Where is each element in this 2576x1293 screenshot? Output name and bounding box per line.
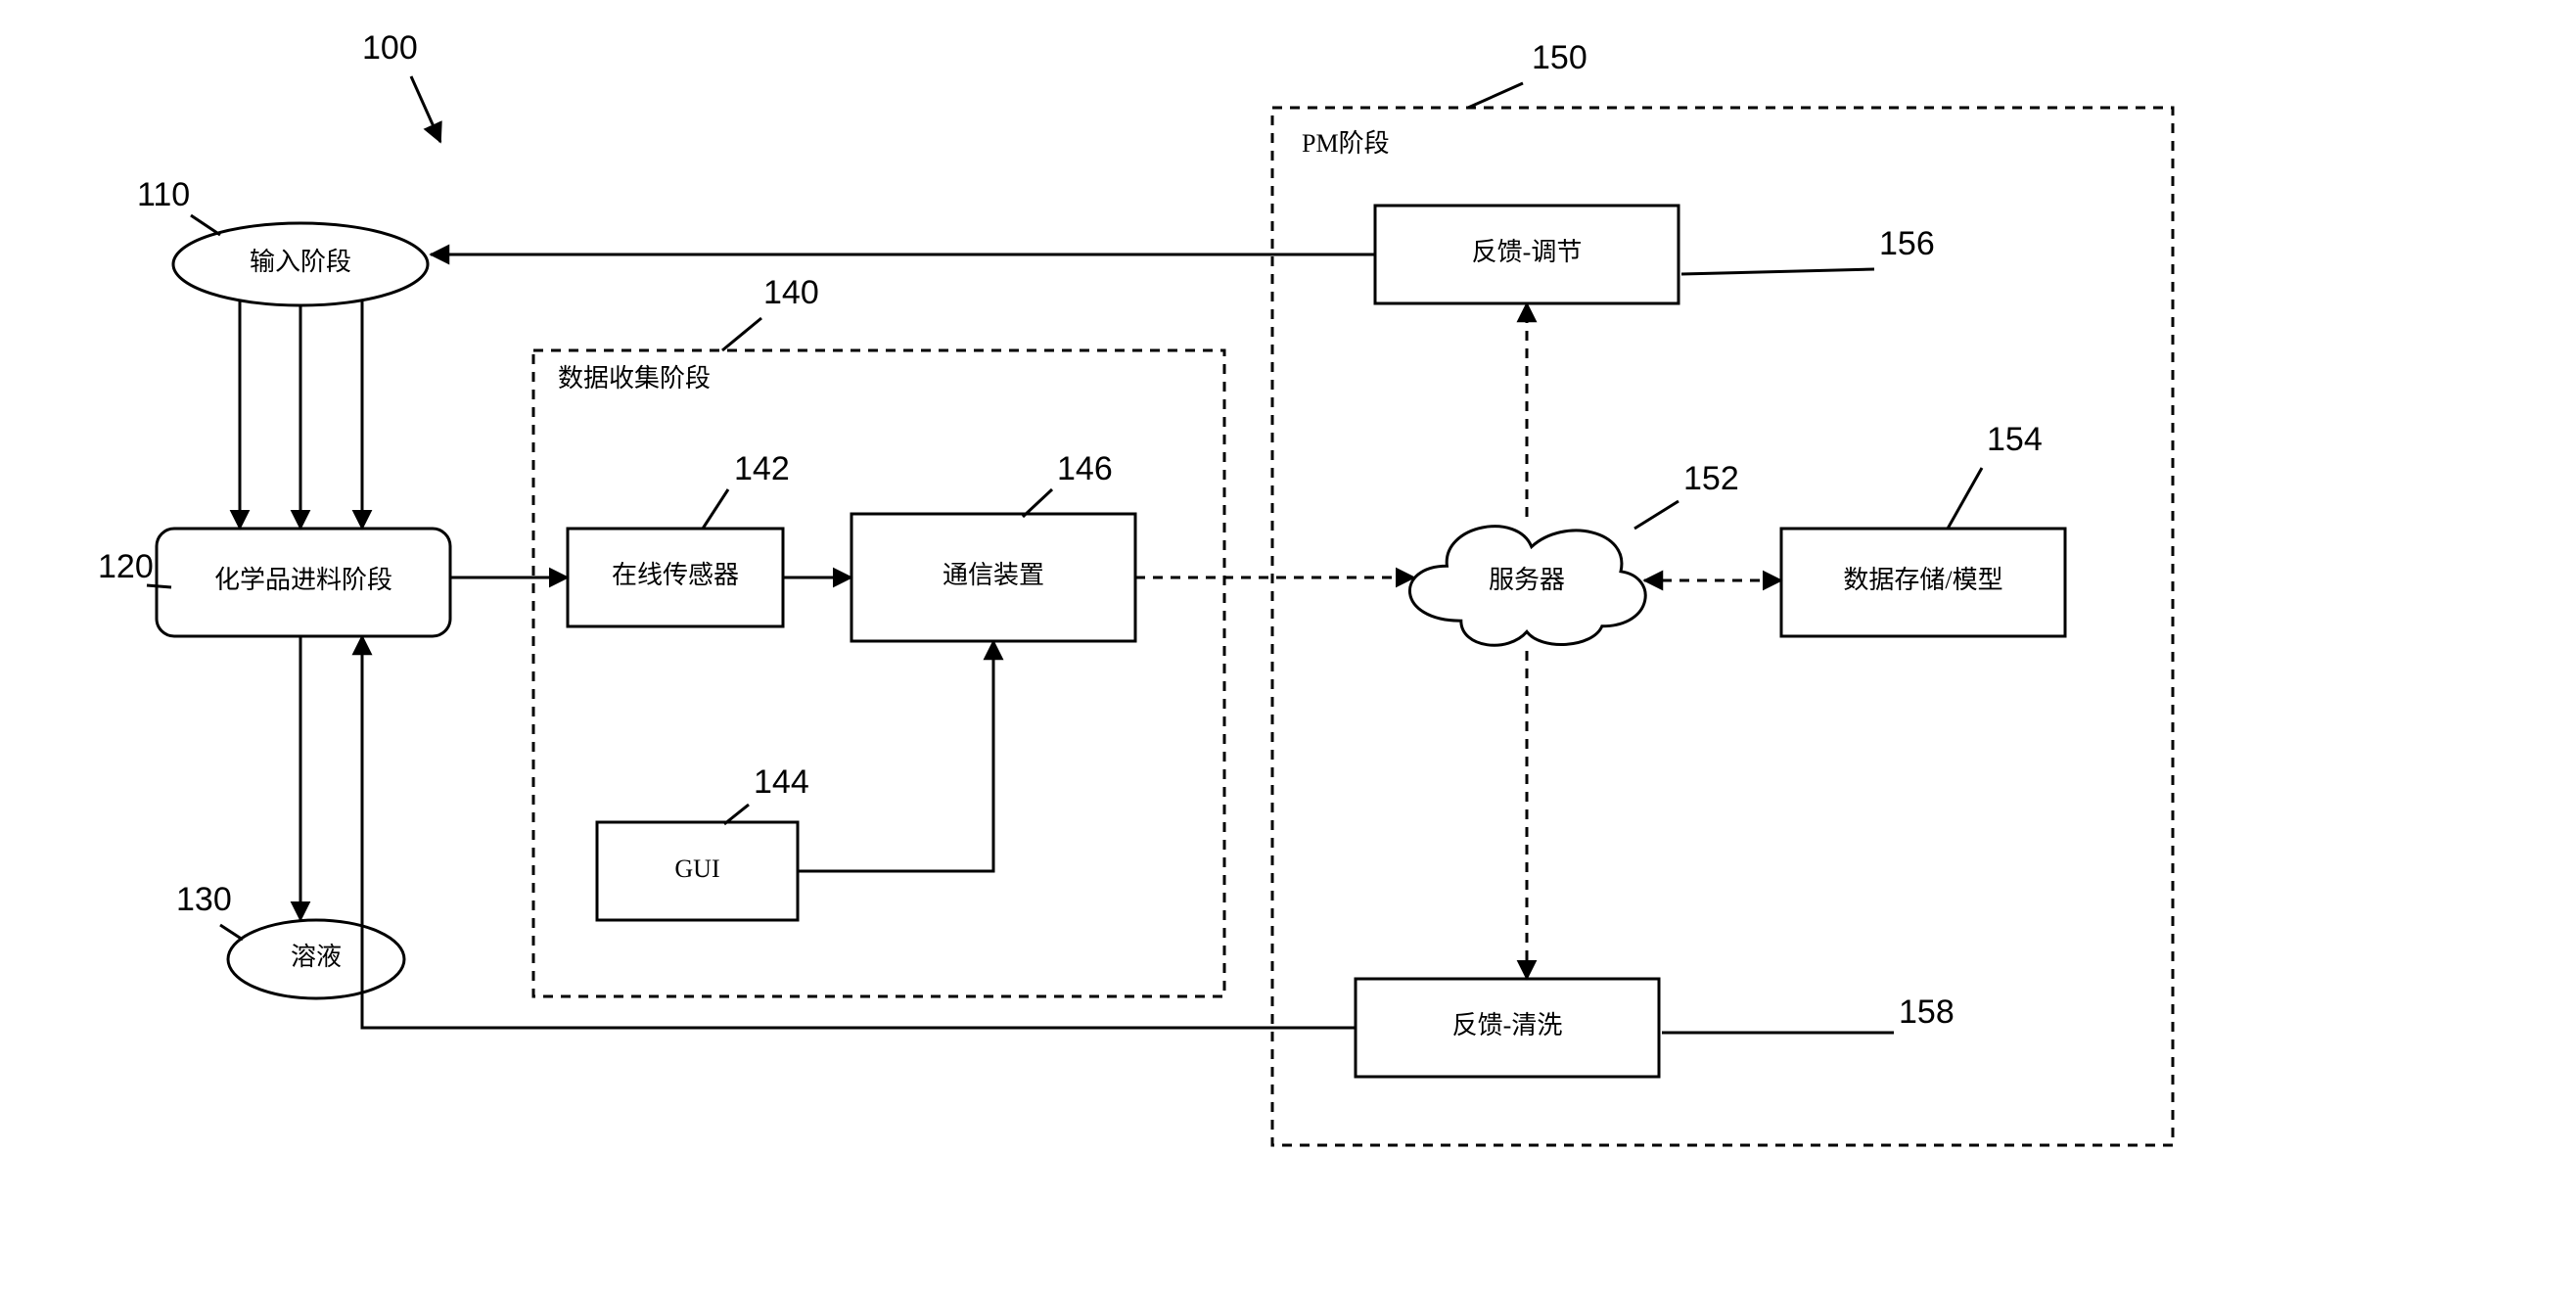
ref-r154: 154 [1987,421,2043,458]
node-n152: 服务器 [1409,527,1645,646]
edge-e158-120 [362,636,1356,1028]
node-label-n156: 反馈-调节 [1472,238,1583,266]
node-n146: 通信装置 [851,514,1135,641]
node-n158: 反馈-清洗 [1356,979,1659,1077]
node-label-n120: 化学品进料阶段 [214,566,392,594]
node-label-n144: GUI [674,854,719,883]
leader-r150 [1468,83,1523,108]
group-title-g140: 数据收集阶段 [558,364,711,393]
group-g150 [1272,108,2173,1145]
node-n120: 化学品进料阶段 [157,529,450,636]
leader-r110 [191,215,220,235]
node-label-n130: 溶液 [291,943,342,971]
ref-r142: 142 [734,450,790,487]
group-title-g150: PM阶段 [1302,129,1390,158]
leader-r142 [703,489,728,529]
leader-r140 [722,318,761,350]
ref-r158: 158 [1899,993,1955,1031]
node-label-n158: 反馈-清洗 [1452,1011,1563,1039]
group-g140 [533,350,1224,996]
ref-r152: 152 [1683,460,1739,497]
ref-r110: 110 [137,176,190,213]
ref-r140: 140 [763,274,819,311]
node-n110: 输入阶段 [173,223,428,305]
ref-r130: 130 [176,881,232,918]
ref-r146: 146 [1057,450,1113,487]
ref-r120: 120 [98,548,154,585]
leader-r156 [1681,269,1874,274]
node-n154: 数据存储/模型 [1781,529,2065,636]
leader-r152 [1634,501,1679,529]
node-n156: 反馈-调节 [1375,206,1679,303]
node-n142: 在线传感器 [568,529,783,626]
ref-r100: 100 [362,29,418,67]
leader-r154 [1948,468,1982,529]
node-label-n110: 输入阶段 [250,248,351,276]
ref-r150: 150 [1532,39,1587,76]
leader-r130 [220,925,243,940]
node-label-n154: 数据存储/模型 [1843,566,2002,594]
node-n130: 溶液 [228,920,404,998]
ref-r144: 144 [754,763,809,801]
node-label-n142: 在线传感器 [612,561,739,589]
leader-r120 [147,585,171,587]
node-label-n152: 服务器 [1489,566,1565,594]
ref-r156: 156 [1879,225,1935,262]
leader-r100 [411,76,440,142]
node-label-n146: 通信装置 [943,561,1044,589]
node-n144: GUI [597,822,798,920]
edge-e144-146 [798,641,993,871]
